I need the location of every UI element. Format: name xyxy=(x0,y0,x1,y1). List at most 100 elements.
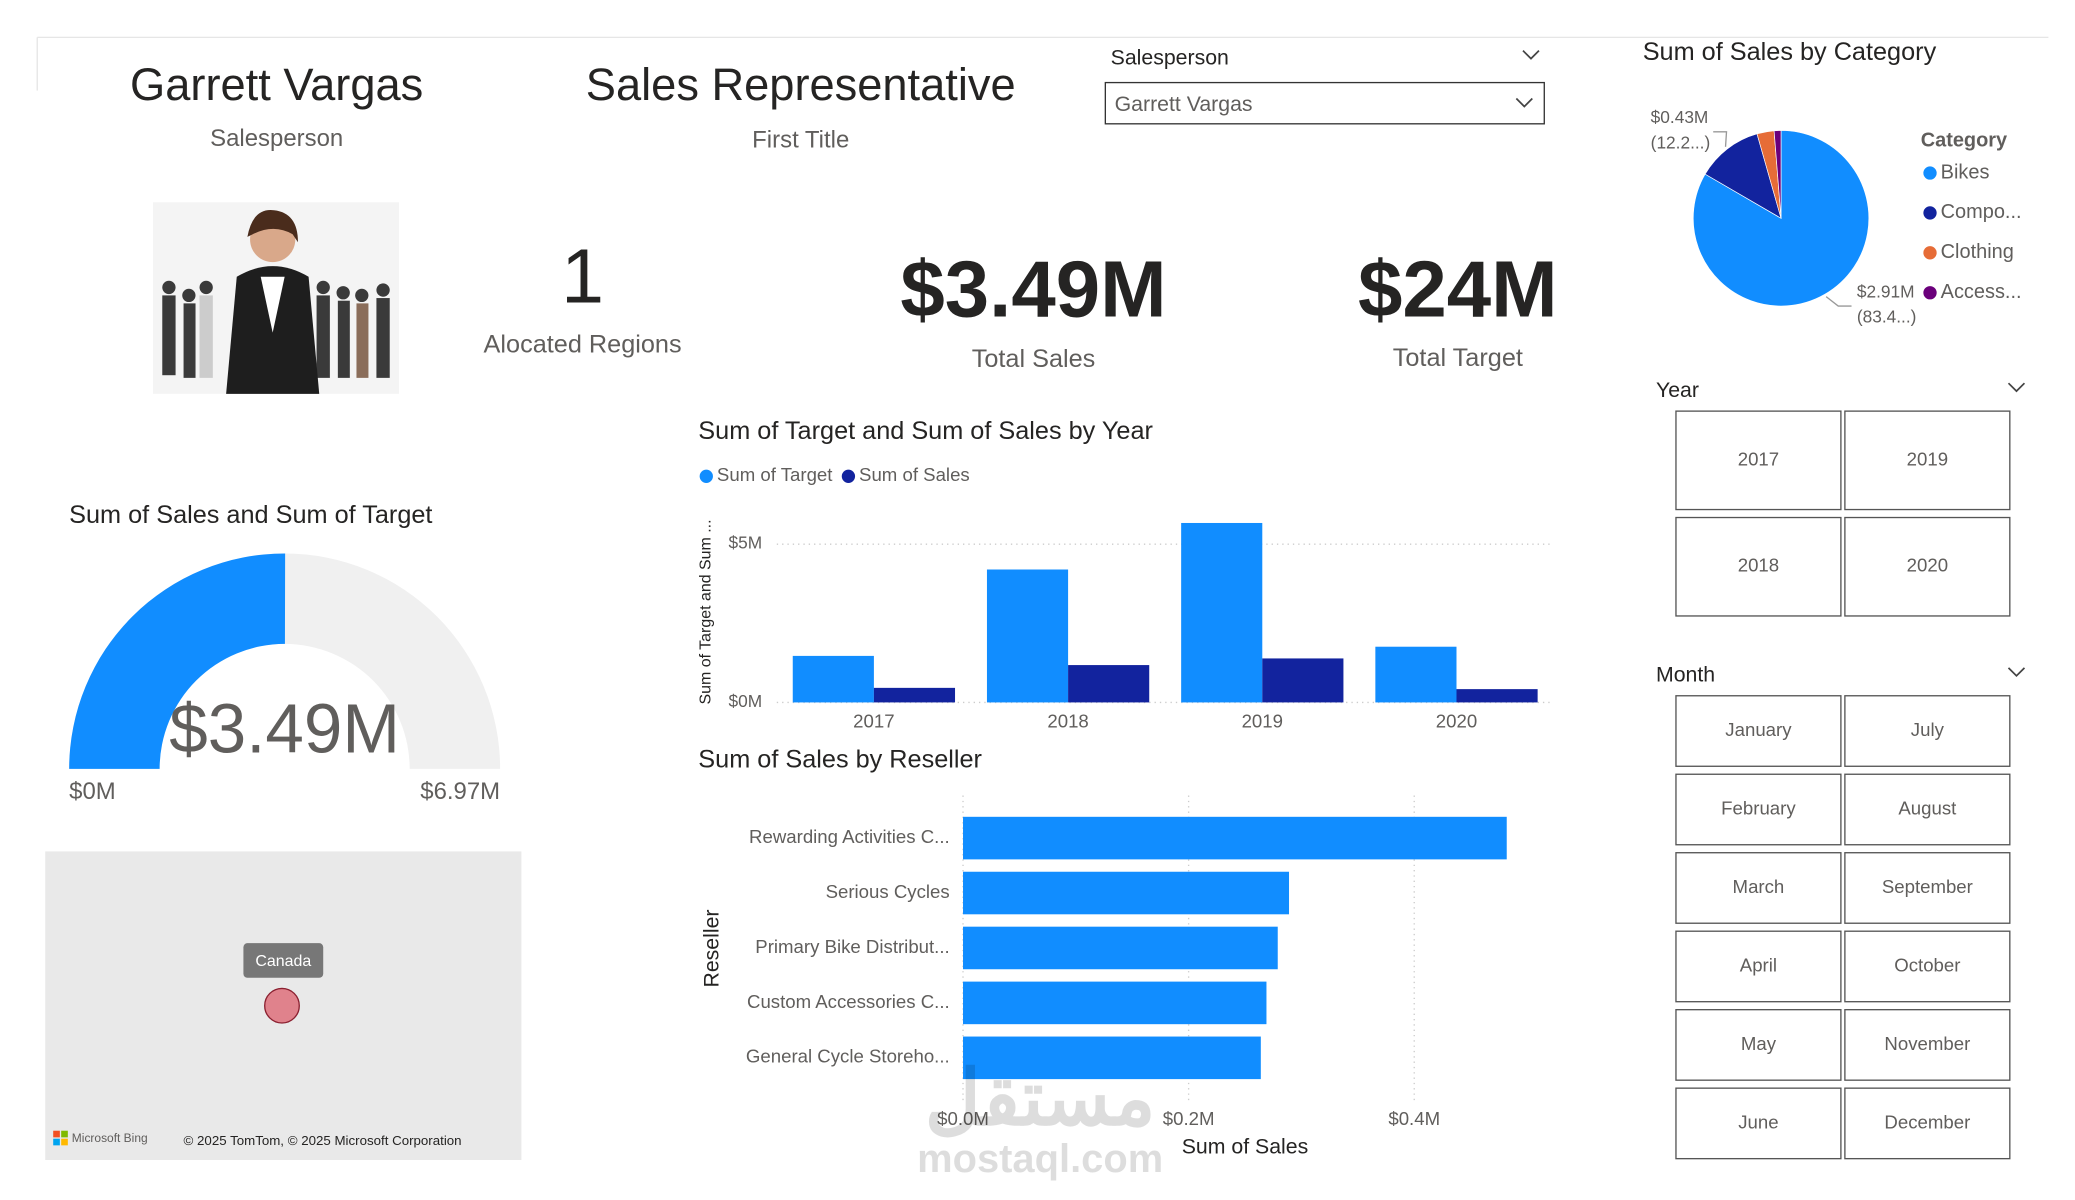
legend-label: Compo... xyxy=(1941,201,2022,223)
slicer-item: August xyxy=(1898,797,1957,818)
watermark-arabic: مستقل xyxy=(925,1055,1156,1141)
slicer-button[interactable] xyxy=(1844,852,2011,924)
y-tick-label: Serious Cycles xyxy=(826,881,950,902)
chevron[interactable] xyxy=(1522,50,1540,60)
bar[interactable] xyxy=(1375,646,1457,703)
slicer-button[interactable] xyxy=(1844,516,2011,617)
gauge-value: $3.49M xyxy=(169,690,400,768)
slicer-item: October xyxy=(1894,954,1960,975)
data-label: (12.2...) xyxy=(1651,132,1711,152)
slicer-item: March xyxy=(1733,876,1785,897)
slicer-item: April xyxy=(1740,954,1777,975)
legend-marker xyxy=(1923,246,1937,260)
slicer-item: June xyxy=(1738,1111,1778,1132)
salesperson-slicer[interactable]: Salesperson Garrett Vargas xyxy=(1104,45,1545,125)
slicer-title: Month xyxy=(1656,662,1715,686)
bar[interactable] xyxy=(873,687,956,703)
x-axis-label: Sum of Sales xyxy=(1182,1135,1308,1159)
profile-subtitle: First Title xyxy=(752,126,849,153)
slicer-item: January xyxy=(1725,719,1792,740)
slicer-button[interactable] xyxy=(1675,773,1842,846)
slicer-item: December xyxy=(1884,1111,1970,1132)
y-tick-label: General Cycle Storeho... xyxy=(746,1046,950,1067)
y-tick-label: $5M xyxy=(729,533,763,553)
x-tick-label: 2019 xyxy=(1242,710,1283,731)
bar[interactable] xyxy=(963,981,1267,1025)
chevron[interactable] xyxy=(2007,382,2026,393)
bing-logo xyxy=(53,1130,68,1146)
y-tick-label: $0M xyxy=(729,691,763,711)
bar[interactable] xyxy=(1262,658,1344,703)
slicer-button[interactable] xyxy=(1675,930,1842,1003)
bar[interactable] xyxy=(963,816,1507,860)
data-label: $0.43M xyxy=(1651,107,1709,127)
bar[interactable] xyxy=(1181,522,1263,703)
card-label: Total Sales xyxy=(972,345,1096,373)
watermark: مستقل mostaql.com xyxy=(917,1055,1163,1180)
chart-title: Sum of Sales and Sum of Target xyxy=(69,501,432,529)
card-value: $3.49M xyxy=(900,244,1166,333)
y-tick-label: Rewarding Activities C... xyxy=(749,826,950,847)
gauge-tick-label: $0M xyxy=(69,778,116,805)
map-bubble[interactable] xyxy=(264,987,300,1024)
legend-label: Clothing xyxy=(1941,241,2014,263)
pie-slice[interactable] xyxy=(1773,130,1782,219)
slicer-button[interactable] xyxy=(1675,410,1842,511)
bar[interactable] xyxy=(986,569,1069,703)
slicer-button[interactable] xyxy=(1675,516,1842,617)
slicer-button[interactable] xyxy=(1675,1087,1842,1160)
bar[interactable] xyxy=(792,655,874,703)
profile-photo xyxy=(152,202,400,394)
legend-marker xyxy=(1923,166,1937,180)
legend-marker xyxy=(1923,286,1937,300)
chevron[interactable] xyxy=(2007,667,2026,678)
x-tick-label: 2018 xyxy=(1047,710,1088,731)
chart-title: Sum of Sales by Reseller xyxy=(698,746,982,774)
bar[interactable] xyxy=(1456,689,1538,703)
slicer-item: 2018 xyxy=(1738,555,1779,576)
x-tick-label: $0.4M xyxy=(1388,1108,1440,1129)
profile-title: Sales Representative xyxy=(586,59,1016,110)
y-axis-label: Sum of Target and Sum ... xyxy=(698,519,715,704)
x-tick-label: $0.2M xyxy=(1163,1108,1215,1129)
slicer-title: Year xyxy=(1656,378,1699,402)
bar[interactable] xyxy=(1068,665,1150,703)
dropdown[interactable] xyxy=(1104,81,1545,125)
year-slicer: Year xyxy=(1656,378,2026,402)
bar[interactable] xyxy=(963,871,1290,915)
legend-marker xyxy=(841,469,856,483)
slicer-button[interactable] xyxy=(1844,410,2011,511)
slicer-button[interactable] xyxy=(1844,930,2011,1003)
slicer-button[interactable] xyxy=(1844,695,2011,767)
profile-name: Garrett Vargas xyxy=(130,59,423,110)
slicer-button[interactable] xyxy=(1844,1087,2011,1160)
y-axis-label: Reseller xyxy=(700,909,724,987)
slicer-button[interactable] xyxy=(1675,852,1842,924)
legend-marker xyxy=(1923,206,1937,220)
bar[interactable] xyxy=(963,1036,1261,1080)
slicer-item: February xyxy=(1721,797,1796,818)
slicer-item: November xyxy=(1884,1033,1970,1054)
pie-slice[interactable] xyxy=(1692,130,1870,307)
pie-slice[interactable] xyxy=(1704,133,1782,219)
watermark-latin: mostaql.com xyxy=(917,1137,1163,1181)
slicer-button[interactable] xyxy=(1675,1009,1842,1081)
slicer-button[interactable] xyxy=(1675,695,1842,767)
chart-title: Sum of Target and Sum of Sales by Year xyxy=(698,417,1153,445)
slicer-item: 2020 xyxy=(1907,555,1948,576)
slicer-item: 2019 xyxy=(1907,448,1948,469)
map-tooltip xyxy=(243,943,324,978)
slicer-button[interactable] xyxy=(1844,1009,2011,1081)
data-label: $2.91M xyxy=(1857,281,1915,301)
y-tick-label: Custom Accessories C... xyxy=(747,991,950,1012)
slicer-item: May xyxy=(1741,1033,1777,1054)
leader-line xyxy=(1825,296,1852,307)
slicer-button[interactable] xyxy=(1844,773,2011,846)
profile-role: Salesperson xyxy=(210,125,343,152)
card-label: Total Target xyxy=(1393,344,1523,372)
legend-title: Category xyxy=(1921,129,2007,151)
x-tick-label: 2020 xyxy=(1436,710,1477,731)
map[interactable]: Canada Microsoft Bing © 2025 TomTom, © 2… xyxy=(45,851,522,1160)
bar[interactable] xyxy=(963,926,1278,970)
